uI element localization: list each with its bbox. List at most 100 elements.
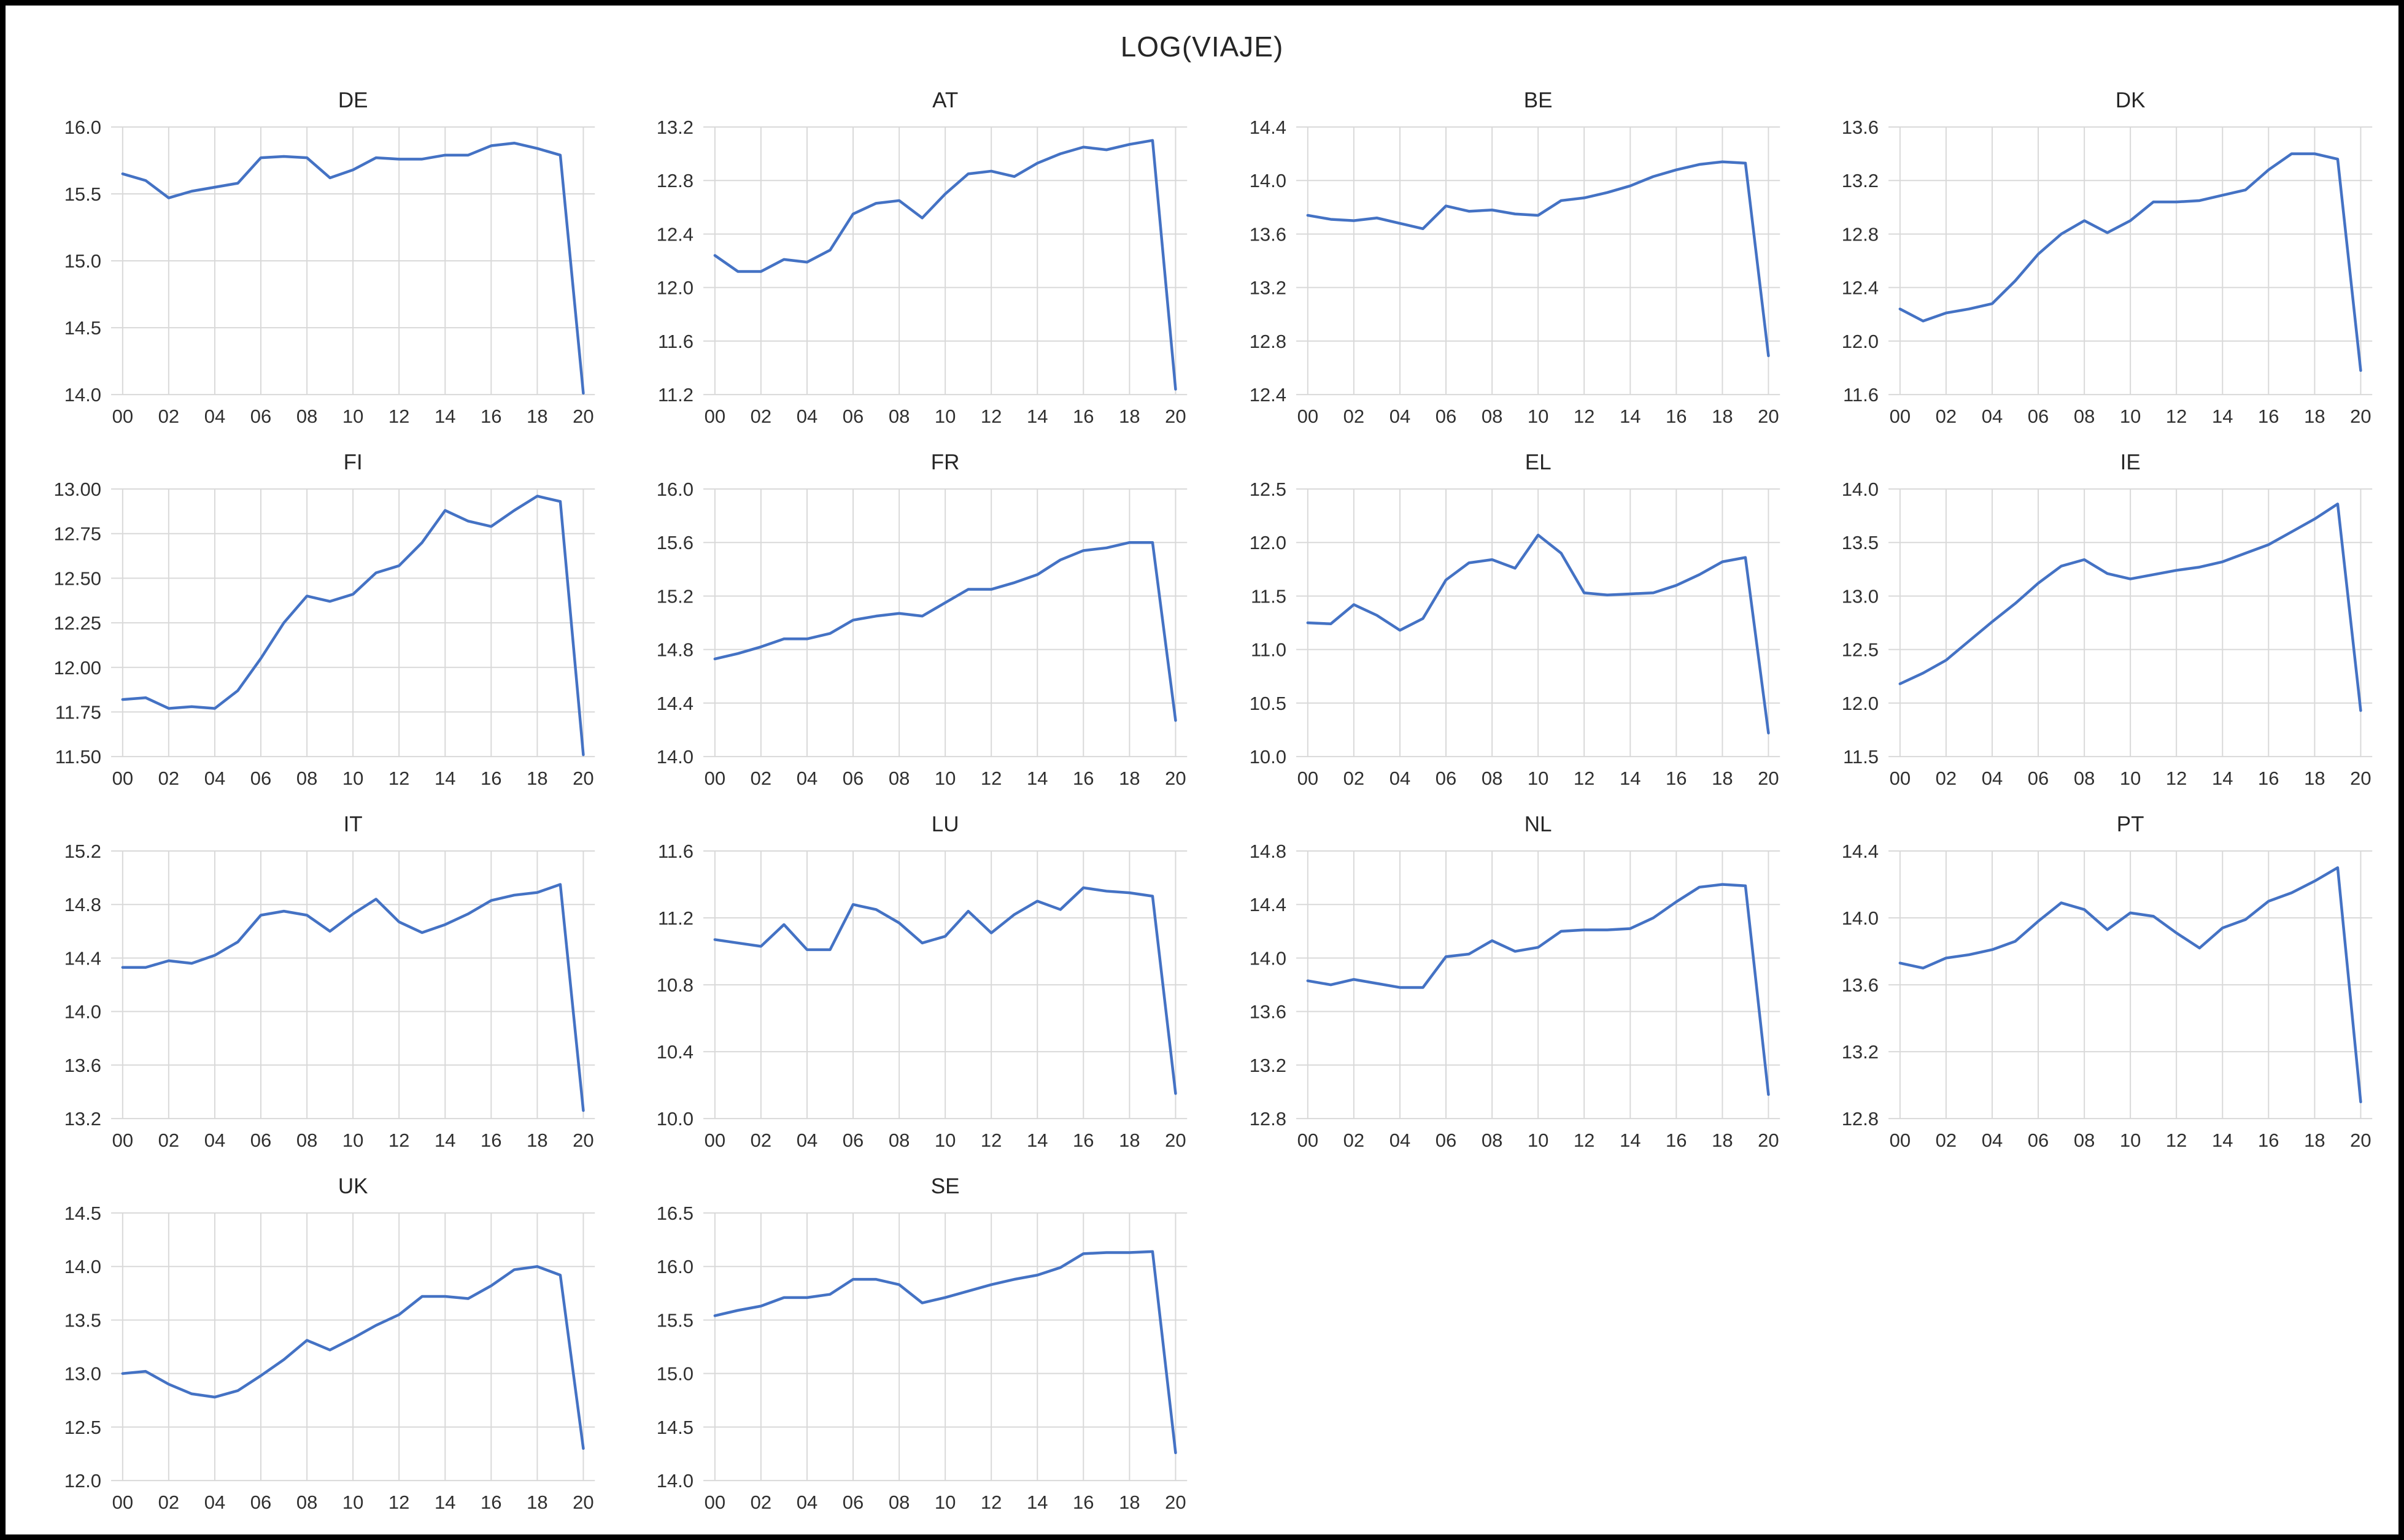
x-tick-label: 00 — [705, 1130, 725, 1151]
x-tick-label: 12 — [388, 768, 409, 789]
x-tick-label: 06 — [2028, 406, 2049, 427]
y-tick-label: 10.8 — [657, 974, 694, 996]
x-tick-label: 12 — [1573, 1130, 1594, 1151]
x-tick-label: 10 — [342, 768, 363, 789]
x-tick-label: 14 — [435, 768, 455, 789]
x-tick-label: 10 — [2120, 1130, 2141, 1151]
x-tick-label: 08 — [1481, 406, 1502, 427]
x-tick-label: 18 — [1119, 1130, 1140, 1151]
x-tick-label: 18 — [1712, 1130, 1733, 1151]
y-tick-label: 14.4 — [1841, 841, 1878, 862]
chart-panel-PT: 14.4 14.0 13.6 13.2 12.8 00 02 04 06 08 10 12 14 16 18… — [1796, 808, 2389, 1170]
y-tick-label: 12.5 — [1841, 639, 1878, 661]
panel-title: DK — [2116, 88, 2146, 112]
chart-panel-BE: 14.4 14.0 13.6 13.2 12.8 12.4 00 02 04 06 08 10 12 14… — [1204, 84, 1796, 446]
x-tick-label: 00 — [1297, 406, 1318, 427]
x-tick-label: 12 — [981, 1130, 1002, 1151]
series-line — [121, 883, 585, 1112]
x-tick-label: 16 — [1666, 1130, 1687, 1151]
x-tick-label: 04 — [204, 1492, 225, 1514]
series-line — [121, 495, 585, 757]
x-tick-label: 00 — [112, 1130, 133, 1151]
y-tick-label: 13.0 — [64, 1363, 101, 1385]
x-tick-label: 16 — [1666, 406, 1687, 427]
y-tick-label: 14.8 — [657, 639, 694, 661]
series-line — [1306, 160, 1770, 358]
x-tick-label: 20 — [1758, 1130, 1779, 1151]
y-tick-label: 14.0 — [64, 1257, 101, 1278]
x-tick-label: 08 — [296, 1130, 317, 1151]
series-line — [1306, 883, 1770, 1096]
x-tick-label: 12 — [388, 1130, 409, 1151]
y-tick-label: 15.0 — [657, 1363, 694, 1385]
y-tick-label: 12.4 — [657, 223, 694, 245]
x-tick-label: 04 — [204, 768, 225, 789]
y-tick-label: 11.6 — [658, 841, 694, 862]
x-tick-label: 18 — [527, 768, 547, 789]
x-tick-label: 10 — [1527, 1130, 1548, 1151]
x-tick-label: 16 — [481, 1492, 501, 1514]
x-tick-label: 02 — [751, 768, 771, 789]
y-tick-label: 16.0 — [657, 479, 694, 500]
x-tick-label: 02 — [1935, 768, 1956, 789]
y-tick-label: 15.2 — [657, 586, 694, 607]
y-tick-label: 12.0 — [1841, 331, 1878, 352]
x-tick-label: 00 — [705, 1492, 725, 1514]
x-tick-label: 04 — [1981, 1130, 2002, 1151]
line-chart-FI: 13.00 12.75 12.50 12.25 12.00 11.75 11.50 00 02 0… — [53, 450, 595, 789]
x-tick-label: 10 — [935, 406, 956, 427]
x-tick-label: 12 — [2166, 1130, 2187, 1151]
x-tick-label: 20 — [1165, 1492, 1186, 1514]
y-tick-label: 12.4 — [1841, 277, 1878, 299]
x-tick-label: 18 — [2304, 1130, 2325, 1151]
x-tick-label: 14 — [435, 406, 455, 427]
x-tick-label: 02 — [1935, 406, 1956, 427]
y-tick-label: 12.0 — [1249, 532, 1286, 553]
panel-title: UK — [338, 1174, 368, 1198]
x-tick-label: 00 — [112, 406, 133, 427]
x-tick-label: 06 — [843, 1130, 864, 1151]
panel-title: EL — [1525, 450, 1551, 474]
x-tick-label: 06 — [250, 1130, 271, 1151]
y-tick-label: 15.6 — [657, 532, 694, 553]
y-tick-label: 14.0 — [1841, 479, 1878, 500]
x-tick-label: 20 — [1758, 406, 1779, 427]
x-tick-label: 04 — [797, 1130, 817, 1151]
y-tick-label: 14.0 — [1249, 948, 1286, 969]
x-tick-label: 14 — [435, 1130, 455, 1151]
x-tick-label: 12 — [2166, 768, 2187, 789]
x-tick-label: 18 — [1712, 406, 1733, 427]
x-tick-label: 14 — [1620, 406, 1641, 427]
x-tick-label: 20 — [573, 406, 593, 427]
y-tick-label: 14.0 — [1841, 907, 1878, 929]
panel-title: SE — [931, 1174, 960, 1198]
x-tick-label: 20 — [1165, 1130, 1186, 1151]
y-tick-label: 13.6 — [1841, 117, 1878, 138]
x-tick-label: 02 — [751, 1492, 771, 1514]
line-chart-FR: 16.0 15.6 15.2 14.8 14.4 14.0 00 02 04 06 08 10 12 14… — [657, 450, 1188, 789]
x-tick-label: 08 — [296, 1492, 317, 1514]
y-tick-label: 11.75 — [55, 702, 101, 723]
x-tick-label: 12 — [1573, 768, 1594, 789]
y-tick-label: 14.0 — [64, 1001, 101, 1023]
line-chart-BE: 14.4 14.0 13.6 13.2 12.8 12.4 00 02 04 06 08 10 12 14… — [1249, 88, 1780, 427]
y-tick-label: 12.5 — [1249, 479, 1286, 500]
x-tick-label: 20 — [2350, 1130, 2371, 1151]
y-tick-label: 13.6 — [1249, 1001, 1286, 1023]
x-tick-label: 16 — [481, 1130, 501, 1151]
line-chart-LU: 11.6 11.2 10.8 10.4 10.0 00 02 04 06 08 10 12 14 16 18… — [657, 812, 1188, 1151]
x-tick-label: 00 — [112, 1492, 133, 1514]
x-tick-label: 20 — [573, 1130, 593, 1151]
y-tick-label: 13.6 — [64, 1055, 101, 1076]
x-tick-label: 14 — [1027, 406, 1048, 427]
x-tick-label: 08 — [2074, 406, 2095, 427]
x-tick-label: 20 — [1165, 768, 1186, 789]
y-tick-label: 16.0 — [64, 117, 101, 138]
line-chart-IT: 15.2 14.8 14.4 14.0 13.6 13.2 00 02 04 06 08 10 12 14… — [64, 812, 595, 1151]
line-chart-PT: 14.4 14.0 13.6 13.2 12.8 00 02 04 06 08 10 12 14 16 18… — [1841, 812, 2372, 1151]
x-tick-label: 04 — [1389, 1130, 1410, 1151]
x-tick-label: 04 — [1981, 406, 2002, 427]
x-tick-label: 16 — [1073, 1130, 1094, 1151]
x-tick-label: 10 — [342, 1130, 363, 1151]
line-chart-EL: 12.5 12.0 11.5 11.0 10.5 10.0 00 02 04 06 08 10 12 14… — [1249, 450, 1780, 789]
